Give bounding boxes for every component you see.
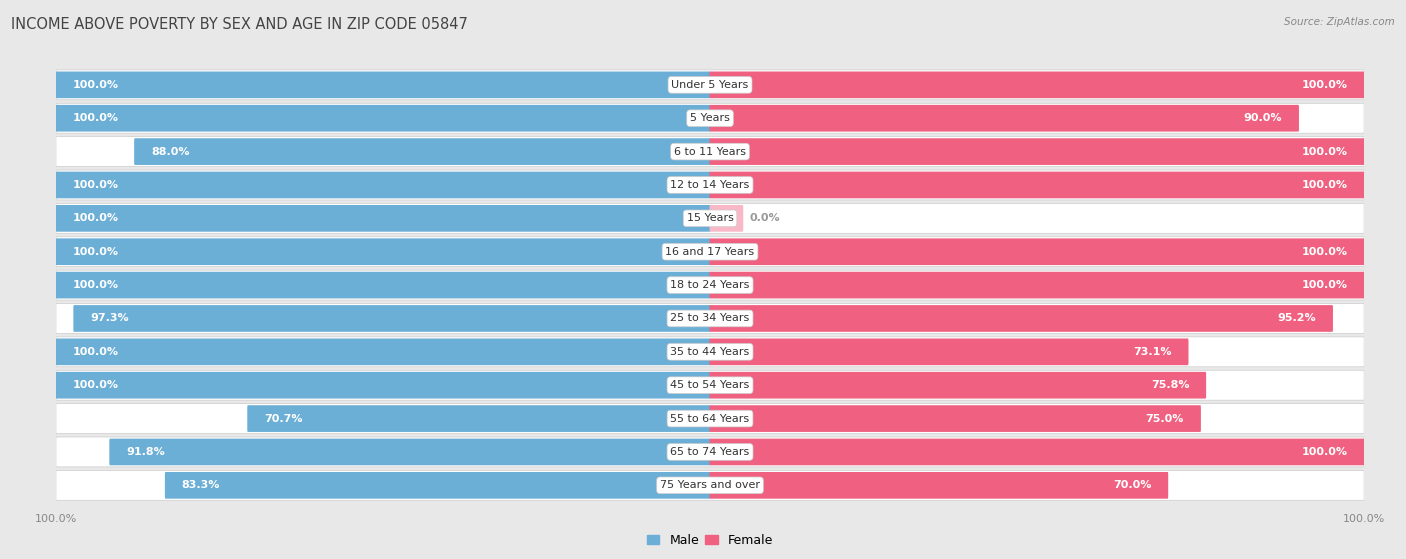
Text: 18 to 24 Years: 18 to 24 Years [671,280,749,290]
Text: 100.0%: 100.0% [73,247,118,257]
Text: 100.0%: 100.0% [73,113,118,123]
Text: 100.0%: 100.0% [73,214,118,224]
Text: 65 to 74 Years: 65 to 74 Years [671,447,749,457]
Text: 100.0%: 100.0% [1302,146,1347,157]
Text: 75.0%: 75.0% [1146,414,1184,424]
FancyBboxPatch shape [56,404,1364,434]
FancyBboxPatch shape [710,405,1201,432]
FancyBboxPatch shape [56,238,710,265]
FancyBboxPatch shape [56,105,710,131]
FancyBboxPatch shape [56,70,1364,100]
FancyBboxPatch shape [710,105,1299,131]
Text: 100.0%: 100.0% [1302,80,1347,90]
FancyBboxPatch shape [710,72,1364,98]
FancyBboxPatch shape [56,372,710,399]
FancyBboxPatch shape [73,305,710,332]
Text: 100.0%: 100.0% [73,280,118,290]
Text: 100.0%: 100.0% [73,380,118,390]
FancyBboxPatch shape [56,72,710,98]
FancyBboxPatch shape [56,270,1364,300]
Text: 70.7%: 70.7% [264,414,302,424]
FancyBboxPatch shape [56,237,1364,267]
FancyBboxPatch shape [134,138,710,165]
FancyBboxPatch shape [710,372,1206,399]
FancyBboxPatch shape [56,203,1364,233]
FancyBboxPatch shape [56,205,710,231]
Text: 12 to 14 Years: 12 to 14 Years [671,180,749,190]
Text: 0.0%: 0.0% [749,214,780,224]
Text: 91.8%: 91.8% [127,447,165,457]
FancyBboxPatch shape [247,405,710,432]
FancyBboxPatch shape [56,103,1364,133]
FancyBboxPatch shape [165,472,710,499]
Text: 5 Years: 5 Years [690,113,730,123]
Text: Source: ZipAtlas.com: Source: ZipAtlas.com [1284,17,1395,27]
Text: 16 and 17 Years: 16 and 17 Years [665,247,755,257]
Text: 45 to 54 Years: 45 to 54 Years [671,380,749,390]
Text: 75 Years and over: 75 Years and over [659,480,761,490]
Legend: Male, Female: Male, Female [643,529,778,552]
Text: 100.0%: 100.0% [1302,180,1347,190]
Text: 25 to 34 Years: 25 to 34 Years [671,314,749,324]
Text: 97.3%: 97.3% [90,314,129,324]
FancyBboxPatch shape [710,472,1168,499]
FancyBboxPatch shape [56,272,710,299]
FancyBboxPatch shape [710,205,744,231]
Text: 90.0%: 90.0% [1243,113,1282,123]
Text: 55 to 64 Years: 55 to 64 Years [671,414,749,424]
FancyBboxPatch shape [710,339,1188,365]
Text: 70.0%: 70.0% [1114,480,1152,490]
FancyBboxPatch shape [110,439,710,465]
FancyBboxPatch shape [56,470,1364,500]
FancyBboxPatch shape [710,172,1364,198]
FancyBboxPatch shape [56,304,1364,333]
FancyBboxPatch shape [56,337,1364,367]
FancyBboxPatch shape [56,339,710,365]
FancyBboxPatch shape [56,136,1364,167]
FancyBboxPatch shape [56,370,1364,400]
FancyBboxPatch shape [710,439,1364,465]
Text: 73.1%: 73.1% [1133,347,1171,357]
FancyBboxPatch shape [56,172,710,198]
FancyBboxPatch shape [710,305,1333,332]
Text: 35 to 44 Years: 35 to 44 Years [671,347,749,357]
Text: 100.0%: 100.0% [73,80,118,90]
Text: INCOME ABOVE POVERTY BY SEX AND AGE IN ZIP CODE 05847: INCOME ABOVE POVERTY BY SEX AND AGE IN Z… [11,17,468,32]
Text: 88.0%: 88.0% [150,146,190,157]
Text: 100.0%: 100.0% [1302,447,1347,457]
Text: 83.3%: 83.3% [181,480,221,490]
Text: 15 Years: 15 Years [686,214,734,224]
FancyBboxPatch shape [710,272,1364,299]
Text: 95.2%: 95.2% [1278,314,1316,324]
Text: 75.8%: 75.8% [1150,380,1189,390]
Text: 100.0%: 100.0% [73,347,118,357]
Text: 6 to 11 Years: 6 to 11 Years [673,146,747,157]
Text: 100.0%: 100.0% [1302,280,1347,290]
FancyBboxPatch shape [56,437,1364,467]
FancyBboxPatch shape [710,238,1364,265]
FancyBboxPatch shape [710,138,1364,165]
Text: 100.0%: 100.0% [1302,247,1347,257]
FancyBboxPatch shape [56,170,1364,200]
Text: 100.0%: 100.0% [73,180,118,190]
Text: Under 5 Years: Under 5 Years [672,80,748,90]
